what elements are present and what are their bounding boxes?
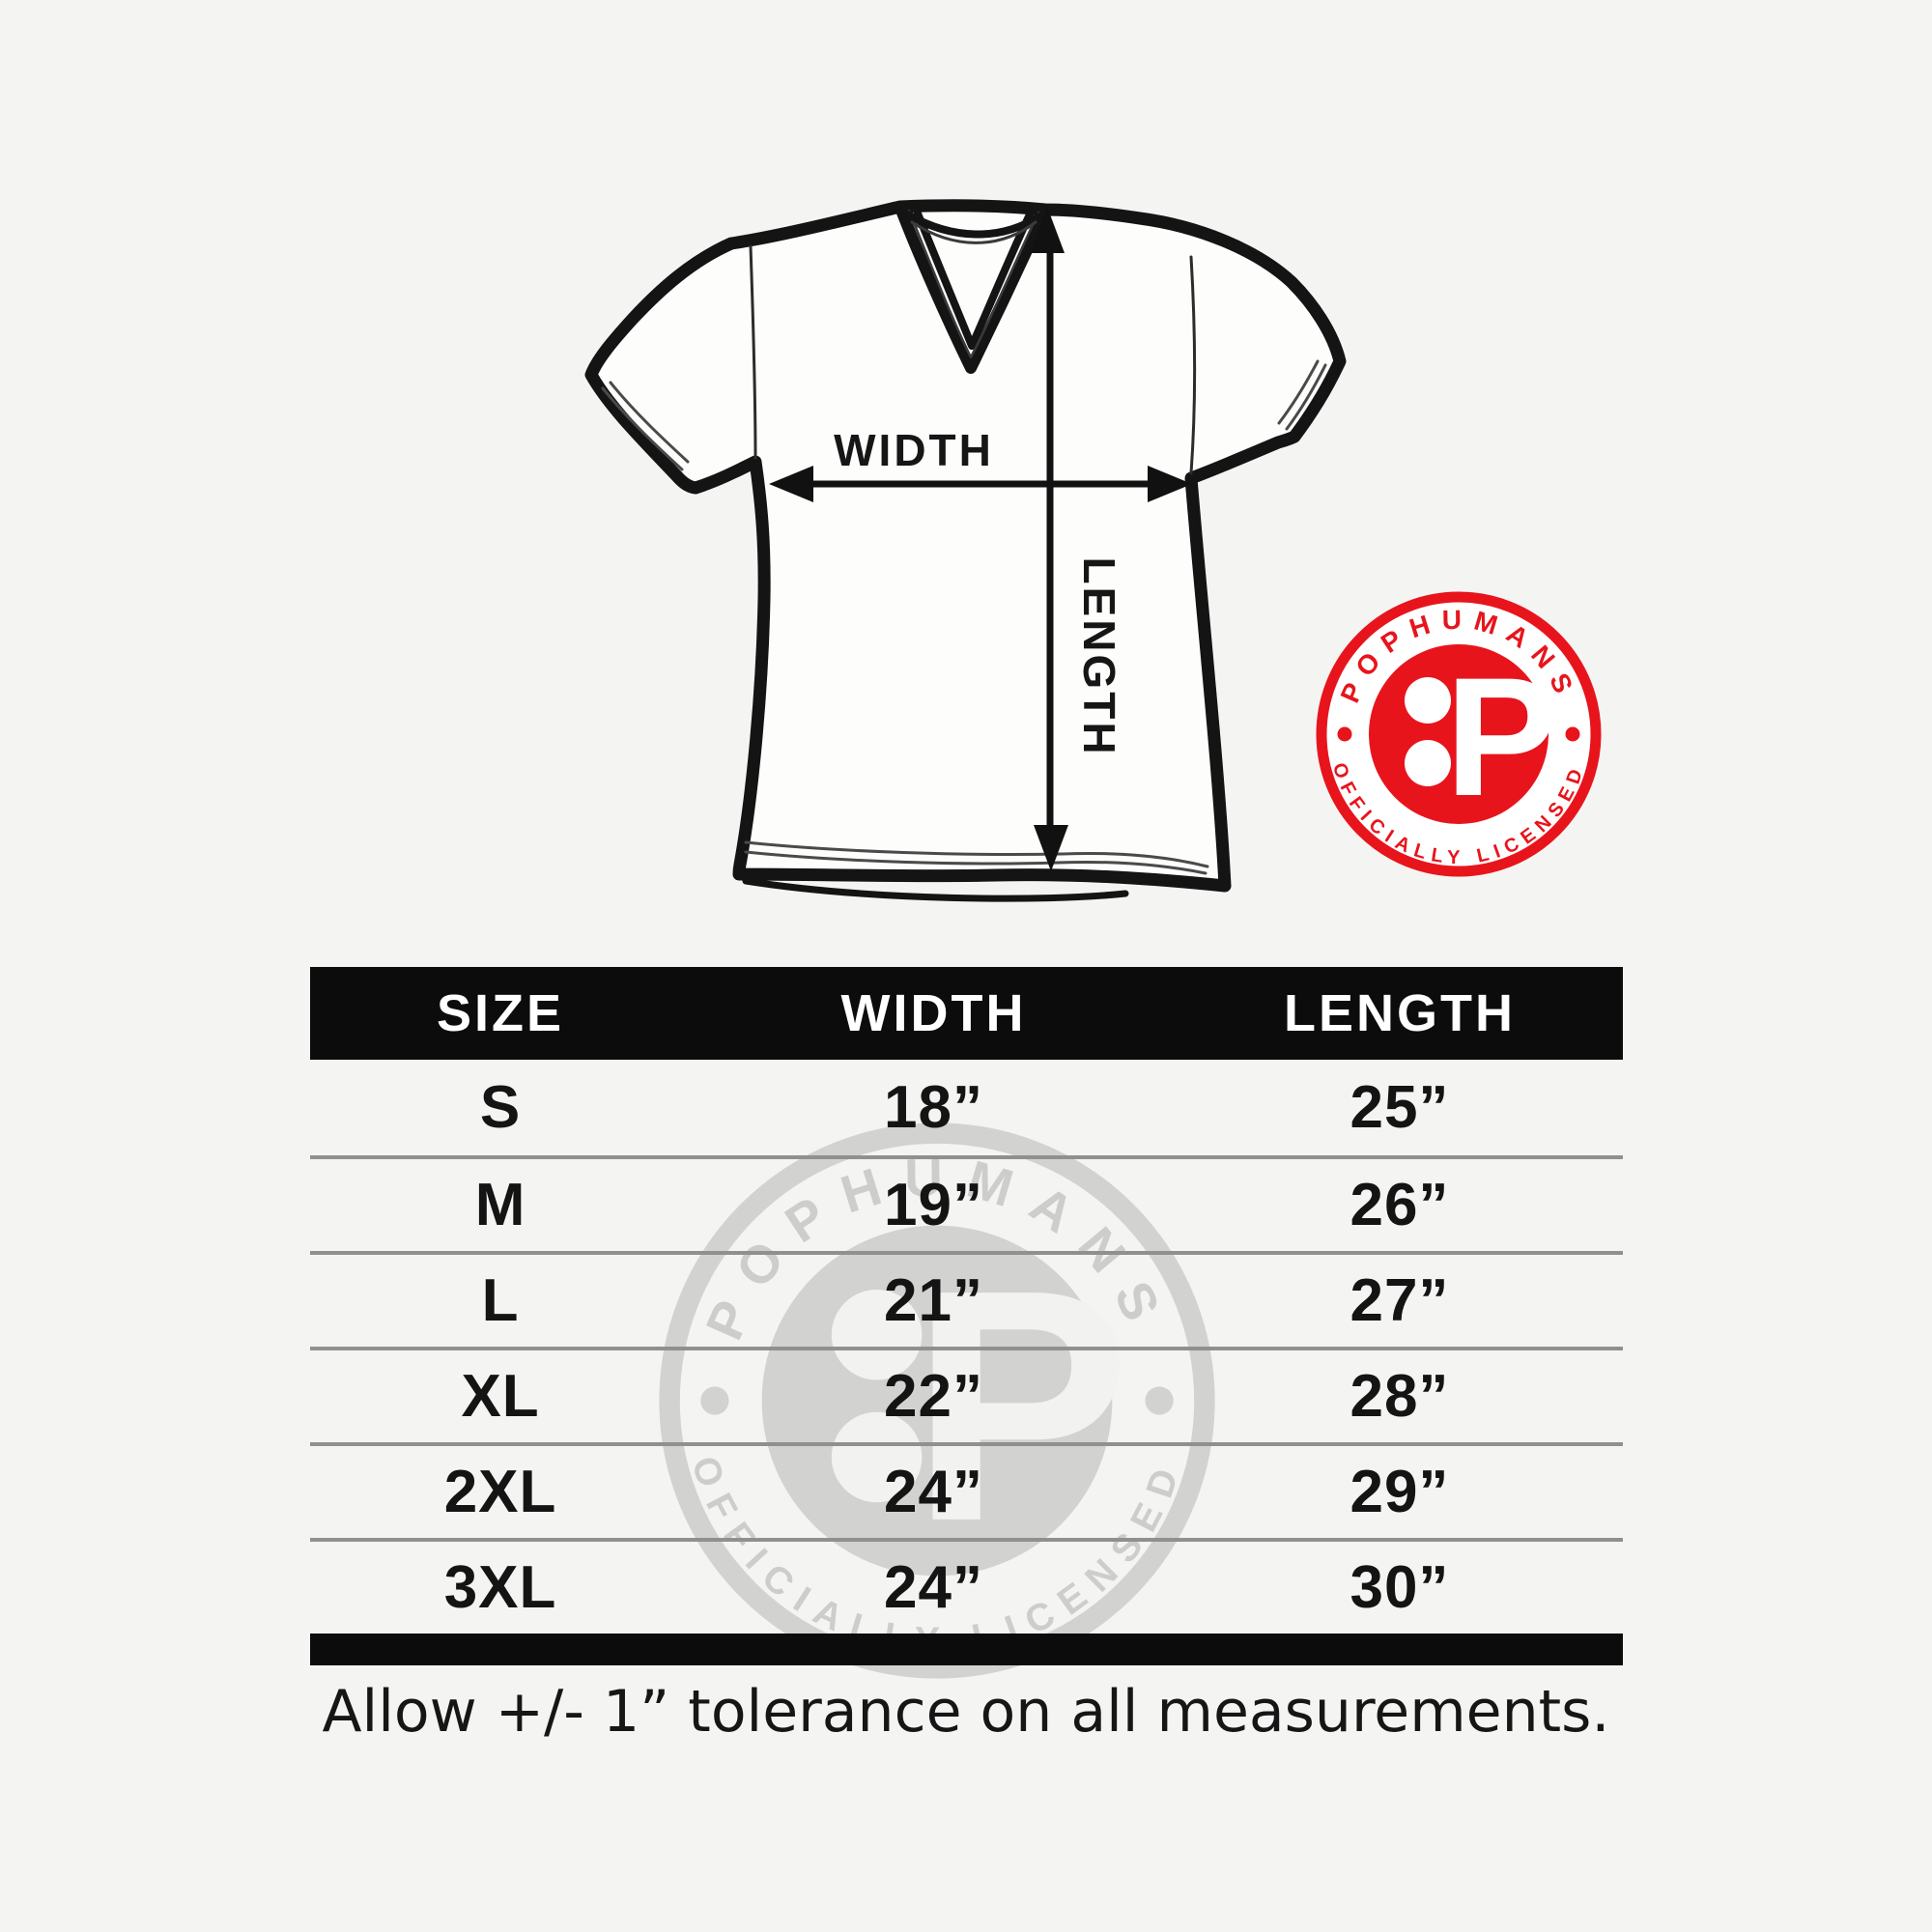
tolerance-note: Allow +/- 1” tolerance on all measuremen…: [322, 1678, 1610, 1746]
table-row: L 21” 27”: [310, 1251, 1623, 1347]
logo-colon-top: [1405, 677, 1451, 724]
cell-width: 18”: [884, 1074, 983, 1141]
size-table-header: SIZE WIDTH LENGTH: [310, 967, 1623, 1060]
cell-width: 24”: [884, 1459, 983, 1525]
length-arrow: [1030, 207, 1068, 871]
cell-length: 28”: [1350, 1363, 1450, 1430]
length-arrowhead-top: [1030, 207, 1065, 253]
width-arrowhead-right: [1148, 466, 1192, 502]
cell-length: 30”: [1350, 1554, 1450, 1621]
cell-length: 29”: [1350, 1459, 1450, 1525]
left-cuff-stitch-1: [601, 386, 684, 471]
watermark-dot-right: [1145, 1386, 1174, 1415]
hem-stitch-2: [744, 850, 1208, 875]
watermark-logo-p: P: [911, 1222, 1131, 1590]
collar-outer-v: [895, 202, 1051, 374]
table-row: 2XL 24” 29”: [310, 1442, 1623, 1538]
logo-colon-bottom: [1405, 740, 1451, 786]
size-table: SIZE WIDTH LENGTH S 18” 25” M 19” 26” L …: [310, 967, 1623, 1665]
collar-back-outer: [904, 211, 1043, 239]
width-dimension-label: WIDTH: [834, 425, 994, 475]
cell-length: 25”: [1350, 1074, 1450, 1141]
tshirt-illustration: [584, 199, 1347, 902]
watermark-ring: [659, 1122, 1215, 1679]
col-header-width: WIDTH: [840, 984, 1027, 1042]
length-arrowhead-bottom: [1034, 825, 1068, 871]
cell-size: M: [474, 1172, 526, 1238]
collar-pinstripe: [907, 209, 1040, 359]
length-dimension-label: LENGTH: [1074, 556, 1124, 756]
watermark-logo-colon-top: [831, 1289, 923, 1380]
table-row: M 19” 26”: [310, 1155, 1623, 1251]
tshirt-outline: [584, 199, 1347, 893]
hem-fold-line: [742, 877, 1129, 902]
badge-dot-right: [1565, 726, 1580, 742]
watermark-logo-colon-bottom: [831, 1411, 923, 1503]
cell-width: 19”: [884, 1172, 983, 1238]
cell-size: L: [481, 1267, 520, 1334]
cell-size: 3XL: [443, 1554, 557, 1621]
width-arrowhead-left: [769, 466, 813, 502]
col-header-size: SIZE: [437, 984, 565, 1042]
cell-size: 2XL: [443, 1459, 557, 1525]
table-row: 3XL 24” 30”: [310, 1538, 1623, 1634]
table-row: XL 22” 28”: [310, 1347, 1623, 1442]
right-cuff-stitch-2: [1277, 359, 1320, 425]
left-fold-line: [749, 244, 757, 460]
badge-dot-left: [1337, 726, 1352, 742]
cell-length: 27”: [1350, 1267, 1450, 1334]
cell-width: 21”: [884, 1267, 983, 1334]
watermark-logo: P: [831, 1222, 1131, 1590]
cell-size: XL: [461, 1363, 540, 1430]
width-arrow: [769, 466, 1192, 502]
watermark-dot-left: [700, 1386, 729, 1415]
right-fold-line: [1189, 255, 1197, 475]
pophumans-logo: P: [1405, 643, 1558, 832]
hem-stitch-1: [744, 840, 1209, 868]
left-cuff-stitch-2: [609, 381, 690, 464]
cell-width: 24”: [884, 1554, 983, 1621]
licensed-badge: POPHUMANS OFFICIALLY LICENSED P: [1316, 591, 1602, 877]
logo-letter-p: P: [1445, 643, 1558, 832]
collar-inner-v: [914, 210, 1034, 350]
cell-width: 22”: [884, 1363, 983, 1430]
col-header-length: LENGTH: [1283, 984, 1516, 1042]
right-cuff-stitch-1: [1285, 363, 1327, 431]
cell-size: S: [479, 1074, 522, 1141]
table-bottom-bar: [310, 1634, 1623, 1665]
table-row: S 18” 25”: [310, 1060, 1623, 1155]
collar-back-inner: [910, 220, 1037, 244]
cell-length: 26”: [1350, 1172, 1450, 1238]
